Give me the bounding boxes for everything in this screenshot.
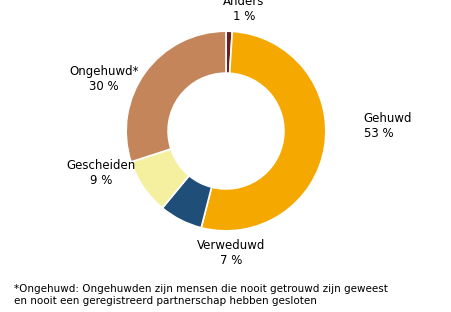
Text: Ongehuwd*
30 %: Ongehuwd* 30 % xyxy=(69,65,138,93)
Text: Verweduwd
7 %: Verweduwd 7 % xyxy=(196,239,265,267)
Wedge shape xyxy=(162,176,211,228)
Text: Gehuwd
53 %: Gehuwd 53 % xyxy=(363,112,411,140)
Wedge shape xyxy=(226,31,232,73)
Wedge shape xyxy=(131,149,189,208)
Text: Anders
1 %: Anders 1 % xyxy=(223,0,264,23)
Text: Gescheiden
9 %: Gescheiden 9 % xyxy=(66,159,135,187)
Wedge shape xyxy=(126,31,226,162)
Text: *Ongehuwd: Ongehuwden zijn mensen die nooit getrouwd zijn geweest
en nooit een g: *Ongehuwd: Ongehuwden zijn mensen die no… xyxy=(14,284,387,306)
Wedge shape xyxy=(201,32,325,231)
